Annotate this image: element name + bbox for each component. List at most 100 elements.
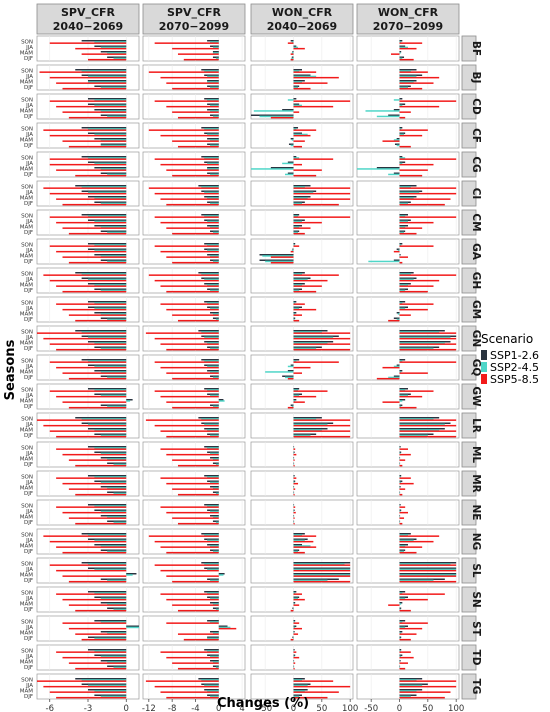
bar	[293, 75, 317, 78]
season-tick-label: MAM	[20, 254, 34, 260]
bar	[100, 597, 127, 600]
panel-frame	[356, 238, 460, 265]
bar	[376, 115, 400, 118]
bar	[293, 521, 295, 524]
bar	[293, 458, 295, 460]
bar	[210, 631, 219, 633]
panel	[356, 644, 460, 671]
bar	[293, 678, 305, 680]
bar	[88, 534, 127, 536]
x-tick-label: 0	[124, 704, 129, 712]
bar	[183, 58, 219, 61]
season-tick-label: SON	[21, 40, 33, 46]
bar	[210, 259, 219, 261]
bar	[43, 337, 127, 340]
bar	[399, 86, 408, 89]
column-strip	[356, 3, 460, 35]
bar	[399, 625, 408, 627]
bar	[207, 393, 219, 395]
bar	[94, 539, 127, 542]
bar	[399, 631, 403, 633]
bar	[88, 341, 127, 343]
season-tick-label: JJA	[25, 364, 33, 370]
bar	[88, 689, 127, 691]
bar	[293, 196, 311, 198]
panel	[250, 644, 354, 671]
bar	[287, 365, 294, 368]
row-strip	[461, 325, 477, 352]
bar	[293, 87, 311, 90]
bar	[172, 232, 219, 235]
bar	[382, 366, 400, 369]
bar	[293, 603, 295, 605]
row-strip-country: TD	[470, 650, 482, 666]
bar	[399, 308, 428, 311]
row-strip	[461, 441, 477, 468]
bar	[293, 289, 300, 292]
bar	[94, 637, 127, 640]
bar	[160, 395, 219, 398]
bar	[399, 342, 445, 344]
bar	[293, 81, 302, 83]
bar	[49, 691, 127, 693]
bar	[210, 144, 219, 147]
bar	[293, 419, 351, 421]
bar	[212, 46, 219, 49]
bar	[399, 435, 457, 438]
bar	[293, 394, 300, 397]
bar	[68, 314, 127, 316]
bar	[204, 283, 219, 285]
bar	[388, 376, 400, 379]
bar	[293, 318, 295, 321]
panel	[36, 644, 140, 671]
panel	[142, 180, 246, 207]
bar	[399, 272, 414, 274]
bar	[100, 259, 127, 261]
bar	[399, 371, 402, 373]
bar	[177, 319, 219, 322]
bar	[172, 406, 219, 409]
bar	[94, 254, 127, 256]
season-tick-label: DJF	[24, 375, 33, 381]
bar	[399, 128, 402, 130]
bar	[107, 665, 127, 667]
row-strip-country: SL	[470, 563, 482, 578]
bar	[154, 424, 219, 427]
bar	[81, 562, 127, 564]
bar	[81, 331, 127, 333]
bar	[293, 314, 302, 316]
panel	[142, 151, 246, 178]
bar	[399, 627, 423, 630]
bar	[94, 544, 127, 546]
bar	[293, 100, 351, 102]
bar	[204, 475, 219, 477]
bar	[207, 81, 219, 83]
season-tick-label: SON	[21, 591, 33, 597]
bar	[81, 683, 127, 685]
panel	[36, 35, 140, 62]
bar	[212, 317, 219, 319]
bar	[75, 633, 127, 635]
bar	[293, 517, 295, 519]
bar	[293, 145, 302, 148]
bar	[399, 87, 423, 90]
column-strip-variable: SPV_CFR	[167, 6, 222, 19]
bar	[292, 608, 294, 611]
bar	[399, 578, 445, 580]
bar	[292, 636, 294, 638]
bar	[399, 132, 406, 134]
bar	[399, 347, 434, 350]
x-tick-labels: -6 -3 0 -12 -8 -4 0 4 -50 0 50 100 -50 0 50 100	[46, 699, 464, 712]
bar	[399, 71, 428, 73]
panel	[142, 470, 246, 497]
bar	[204, 684, 219, 687]
bar	[160, 546, 219, 548]
bar	[207, 568, 219, 571]
bar	[94, 429, 127, 431]
bar	[382, 140, 400, 142]
bar	[399, 405, 402, 408]
row-strip	[461, 557, 477, 584]
bar	[204, 215, 219, 217]
season-tick-label: JJA	[25, 596, 33, 602]
bar	[107, 579, 127, 582]
